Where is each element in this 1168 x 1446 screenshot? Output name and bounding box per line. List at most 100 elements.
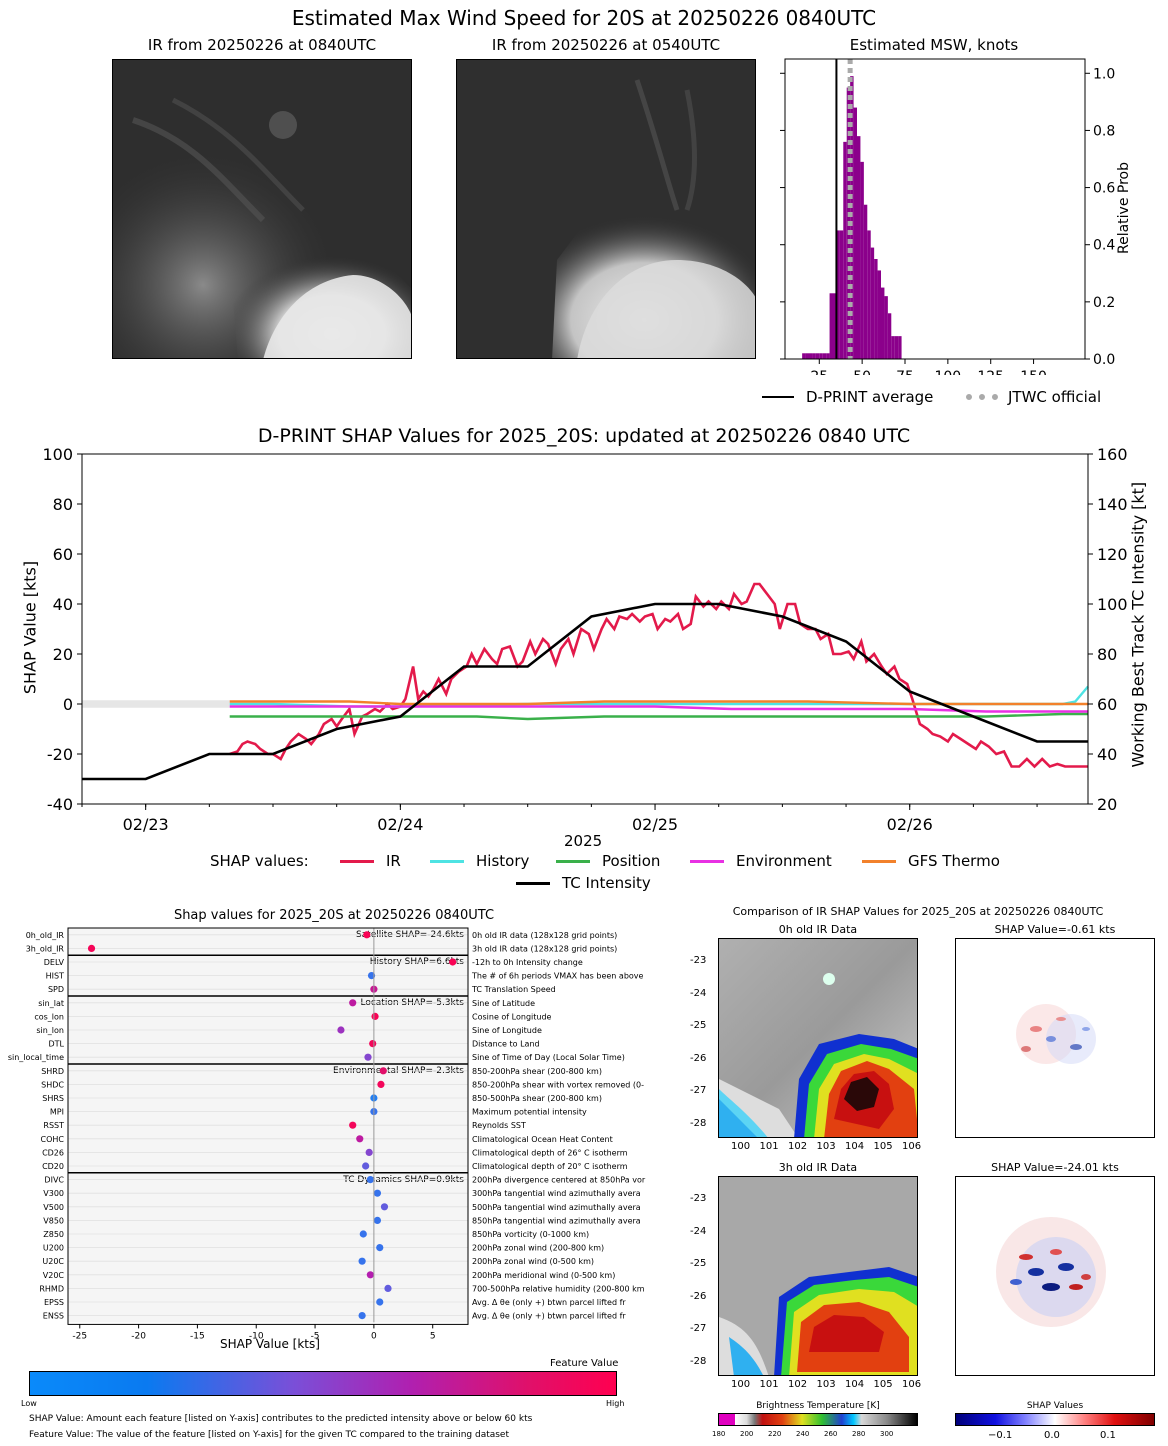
feature-name: EPSS [44,1298,64,1307]
series-environment [229,705,1088,713]
msw-bar [891,336,895,359]
series-tc-intensity [82,602,1088,781]
msw-bar [850,76,854,359]
feature-name: SHRS [42,1094,64,1103]
cmp-ytick-label: -25 [690,1020,707,1031]
bt-tick-label: 300 [880,1430,894,1438]
msw-bar [870,247,875,359]
ts-ytick-left-label: 20 [53,645,73,664]
ts-xtick-label: 02/26 [887,815,933,834]
msw-plot-frame [784,58,1086,360]
msw-xtick-label: 125 [977,369,1004,375]
shap-ts-xlabel: 2025 [564,832,603,850]
feature-point-cohc [356,1135,364,1143]
feature-xtick-label: -15 [190,1331,205,1341]
shap-timeseries-chart: -40 -20 0 20 40 60 80 100 20 40 60 80 100 120 140 160 02… [42,445,1128,834]
feature-name: V300 [43,1189,64,1198]
compare-p1-title: 0h old IR Data [778,923,858,936]
msw-bar [809,353,813,359]
msw-bar [860,161,864,359]
compare-p2-title: SHAP Value=-0.61 kts [994,923,1116,936]
feature-desc: 200hPa zonal wind (0-500 km) [472,1257,594,1266]
shap-colorbar-label: SHAP Values [1026,1401,1084,1411]
ts-ytick-left-label: 60 [53,545,73,564]
msw-xtick-label: 100 [934,369,961,375]
feature-name: DTL [48,1040,64,1049]
feature-point-hist [367,972,376,980]
feature-desc: Distance to Land [472,1040,540,1049]
ts-ytick-right-label: 140 [1097,495,1128,514]
feature-name: ENSS [43,1312,64,1321]
feature-point-shdc [377,1080,385,1088]
msw-bar [887,313,892,359]
feature-desc: 200hPa divergence centered at 850hPa vor [472,1176,646,1185]
colorbar-low: Low [21,1399,37,1408]
feature-point-enss [358,1312,366,1320]
feature-desc: Maximum potential intensity [472,1108,587,1117]
feature-point-cos_lon [371,1012,379,1020]
feature-desc: 850hPa vorticity (0-1000 km) [472,1230,589,1239]
cmp-ytick-label: -27 [690,1323,707,1334]
cmp-xtick-label: 100 [731,1141,751,1152]
ts-ytick-left-label: 0 [63,695,73,714]
feature-point-cd20 [362,1162,370,1170]
cmp-ytick-label: -23 [690,955,707,966]
msw-bar [826,353,830,359]
feature-desc: Sine of Latitude [472,999,535,1008]
msw-title: Estimated MSW, knots [849,36,1019,54]
feature-point-v500 [380,1203,389,1211]
bt-colorbar-label: Brightness Temperature [K] [756,1401,880,1411]
feature-value-label: Feature Value [550,1358,619,1369]
ir-image-now [112,59,412,359]
msw-ylabel: Relative Prob [1116,162,1132,255]
ts-ytick-right-label: 120 [1097,545,1128,564]
legend-swatch-history [430,860,464,863]
feature-group-band [68,1064,468,1173]
msw-bar [805,353,809,359]
feature-point-v300 [373,1189,382,1197]
feature-point-divc [366,1176,374,1184]
bt-tick-label: 180 [712,1430,726,1438]
legend-label-environment: Environment [736,852,832,870]
msw-histogram: 25 50 75 100 125 150 0.0 0.2 0.4 0.6 0.8 1.0 [780,58,1115,375]
shap-ts-ylabel-right: Working Best Track TC Intensity [kt] [1128,481,1148,768]
feature-desc: -12h to 0h Intensity change [472,958,583,967]
feature-xtick-label: 0 [371,1331,377,1341]
ir-now-title: IR from 20250226 at 0840UTC [147,36,377,54]
main-title: Estimated Max Wind Speed for 20S at 2025… [291,6,877,30]
feature-point-v20c [366,1271,374,1279]
cmp-xtick-label: 101 [759,1379,779,1390]
ts-plot-frame [81,453,1089,805]
msw-legend-jtwc: JTWC official [1008,388,1102,406]
feature-name: U20C [42,1257,64,1266]
feature-point-u20c [358,1257,366,1265]
feature-name: V500 [43,1203,64,1212]
feature-name: CD26 [42,1148,64,1157]
cmp-ytick-label: -27 [690,1085,707,1096]
features-title: Shap values for 2025_20S at 20250226 084… [173,908,495,923]
msw-bar [857,136,861,359]
msw-xtick-label: 50 [853,369,871,375]
ts-ytick-left-label: -40 [47,795,73,814]
msw-xtick-label: 150 [1020,369,1047,375]
feature-point-sin_lat [349,999,357,1007]
msw-bar [839,230,844,359]
msw-bar [884,296,888,359]
feature-name: DIVC [44,1176,64,1185]
feature-xtick-label: -10 [249,1331,264,1341]
ts-ytick-left-label: 100 [42,445,73,464]
bt-tick-label: 260 [824,1430,838,1438]
cmp-ytick-label: -23 [690,1193,707,1204]
msw-xtick-label: 75 [896,369,914,375]
cmp-xtick-label: 102 [788,1141,808,1152]
compare-p3-title: 3h old IR Data [778,1161,858,1174]
cmp-xtick-label: 103 [816,1141,836,1152]
ir-image-prev [456,59,756,359]
msw-bar [867,230,871,359]
legend-swatch-ir [340,860,374,863]
feature-desc: The # of 6h periods VMAX has been above [471,972,644,981]
cmp-xtick-label: 104 [845,1379,865,1390]
feature-desc: 700-500hPa relative humidity (200-800 km [472,1284,645,1293]
ts-ytick-left-label: -20 [47,745,73,764]
feature-name: 3h_old_IR [26,944,65,953]
